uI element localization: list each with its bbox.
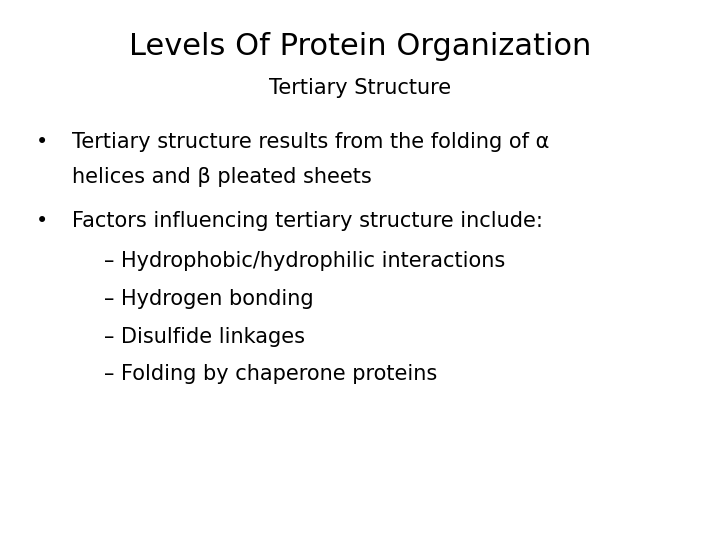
Text: Tertiary structure results from the folding of α: Tertiary structure results from the fold… (72, 132, 549, 152)
Text: •: • (36, 211, 48, 231)
Text: Factors influencing tertiary structure include:: Factors influencing tertiary structure i… (72, 211, 543, 231)
Text: – Disulfide linkages: – Disulfide linkages (104, 327, 305, 347)
Text: •: • (36, 132, 48, 152)
Text: Tertiary Structure: Tertiary Structure (269, 78, 451, 98)
Text: – Hydrogen bonding: – Hydrogen bonding (104, 289, 314, 309)
Text: – Hydrophobic/hydrophilic interactions: – Hydrophobic/hydrophilic interactions (104, 251, 505, 271)
Text: – Folding by chaperone proteins: – Folding by chaperone proteins (104, 364, 438, 384)
Text: Levels Of Protein Organization: Levels Of Protein Organization (129, 32, 591, 62)
Text: helices and β pleated sheets: helices and β pleated sheets (72, 167, 372, 187)
